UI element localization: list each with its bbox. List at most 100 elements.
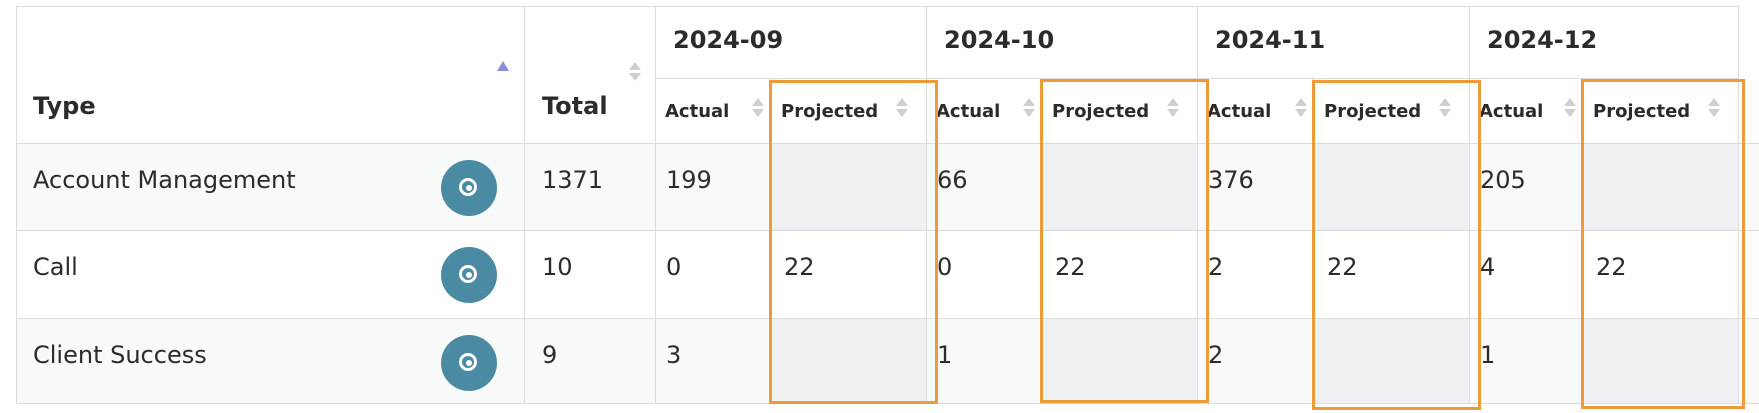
sort-up [1023,98,1035,106]
projected-cell [1041,144,1198,231]
projected-cell [1313,319,1470,404]
sort-up [1439,98,1451,106]
target-button[interactable] [441,247,497,303]
projected-header: Projected [1593,101,1691,122]
highlight-box [1312,80,1481,410]
projected-header: Projected [1324,101,1422,122]
actual-cell [1198,231,1313,319]
actual-cell [656,231,770,319]
actual-cell [1198,144,1313,231]
month-header [656,6,927,79]
sort-down [1708,109,1720,117]
sort-up [629,62,641,70]
sort-up [1708,98,1720,106]
actual-cell [1470,319,1582,404]
projected-cell [1313,231,1470,319]
actual-value: 2 [1208,253,1224,281]
actual-cell [656,144,770,231]
target-button[interactable] [441,335,497,391]
projected-value: 22 [1596,253,1627,281]
sub-header [770,79,927,144]
actual-value: 66 [937,166,968,194]
month-label: 2024-09 [673,26,784,54]
total-cell [525,319,656,404]
type-label: Call [33,253,78,281]
sort-up [1564,98,1576,106]
type-cell [16,144,525,231]
month-header [1470,6,1739,79]
sort-up [1295,98,1307,106]
month-label: 2024-10 [944,26,1055,54]
header-cell [525,6,656,144]
type-cell [16,319,525,404]
actual-header: Actual [936,101,1001,122]
projected-header: Projected [1052,101,1150,122]
actual-cell [656,319,770,404]
sort-down [752,109,764,117]
actual-value: 0 [937,253,953,281]
sort-down [1023,109,1035,117]
actual-value: 2 [1208,341,1224,369]
projected-value: 22 [784,253,815,281]
total-value: 10 [542,253,573,281]
projected-cell [770,319,927,404]
actual-cell [1198,319,1313,404]
sort-up [896,98,908,106]
actual-header: Actual [1207,101,1272,122]
header-cell [1739,6,1759,144]
projected-value: 22 [1327,253,1358,281]
actual-header: Actual [665,101,730,122]
sort-down [1564,109,1576,117]
highlight-box [1040,79,1209,403]
actual-cell [1470,231,1582,319]
sort-active[interactable] [497,61,509,71]
projected-cell [1041,319,1198,404]
actual-value: 376 [1208,166,1254,194]
month-header [927,6,1198,79]
projected-cell [770,144,927,231]
actual-value: 205 [1480,166,1526,194]
month-label: 2024-12 [1487,26,1598,54]
actual-value: 1 [1480,341,1496,369]
total-cell [525,144,656,231]
projected-value: 22 [1055,253,1086,281]
projected-cell [1582,231,1739,319]
column-header: Type [33,92,96,120]
sub-header [1041,79,1198,144]
type-cell [16,231,525,319]
sort-down [1167,109,1179,117]
projected-cell [1041,231,1198,319]
projected-cell [770,231,927,319]
projected-cell [1313,144,1470,231]
highlight-box [1581,79,1745,409]
sort-down [629,73,641,81]
type-label: Account Management [33,166,296,194]
actual-cell [927,319,1041,404]
column-header: Total [542,92,608,120]
header-cell [16,6,525,144]
sub-header [1582,79,1739,144]
actual-value: 3 [666,341,682,369]
month-label: 2024-11 [1215,26,1326,54]
sort-down [1295,109,1307,117]
sort-up [1167,98,1179,106]
actual-header: Actual [1479,101,1544,122]
total-value: 9 [542,341,558,369]
target-button[interactable] [441,160,497,216]
actual-cell [927,231,1041,319]
sort-down [896,109,908,117]
actual-value: 0 [666,253,682,281]
sub-header [1313,79,1470,144]
sort-down [1439,109,1451,117]
total-value: 1371 [542,166,604,194]
type-label: Client Success [33,341,207,369]
actual-value: 1 [937,341,953,369]
projected-cell [1582,319,1739,404]
sort-up [752,98,764,106]
month-header [1198,6,1470,79]
projected-cell [1582,144,1739,231]
highlight-box [769,80,938,404]
projected-header: Projected [781,101,879,122]
actual-cell [1470,144,1582,231]
